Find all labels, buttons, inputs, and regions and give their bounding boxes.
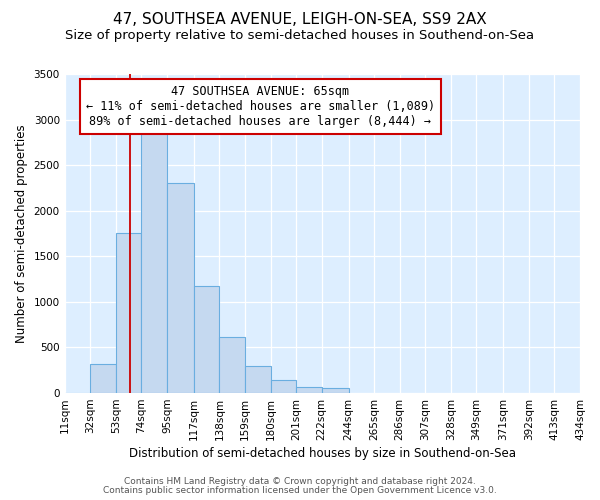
Bar xyxy=(220,338,245,393)
Bar xyxy=(90,364,116,393)
Text: Contains HM Land Registry data © Crown copyright and database right 2024.: Contains HM Land Registry data © Crown c… xyxy=(124,477,476,486)
X-axis label: Distribution of semi-detached houses by size in Southend-on-Sea: Distribution of semi-detached houses by … xyxy=(129,447,516,460)
Bar xyxy=(271,380,296,393)
Bar xyxy=(116,232,142,393)
Text: Size of property relative to semi-detached houses in Southend-on-Sea: Size of property relative to semi-detach… xyxy=(65,29,535,42)
Y-axis label: Number of semi-detached properties: Number of semi-detached properties xyxy=(15,124,28,343)
Text: 47 SOUTHSEA AVENUE: 65sqm
← 11% of semi-detached houses are smaller (1,089)
89% : 47 SOUTHSEA AVENUE: 65sqm ← 11% of semi-… xyxy=(86,85,435,128)
Text: 47, SOUTHSEA AVENUE, LEIGH-ON-SEA, SS9 2AX: 47, SOUTHSEA AVENUE, LEIGH-ON-SEA, SS9 2… xyxy=(113,12,487,28)
Bar xyxy=(142,128,167,393)
Bar xyxy=(167,184,194,393)
Bar xyxy=(322,388,349,393)
Bar xyxy=(245,366,271,393)
Bar xyxy=(194,286,220,393)
Text: Contains public sector information licensed under the Open Government Licence v3: Contains public sector information licen… xyxy=(103,486,497,495)
Bar xyxy=(296,387,322,393)
